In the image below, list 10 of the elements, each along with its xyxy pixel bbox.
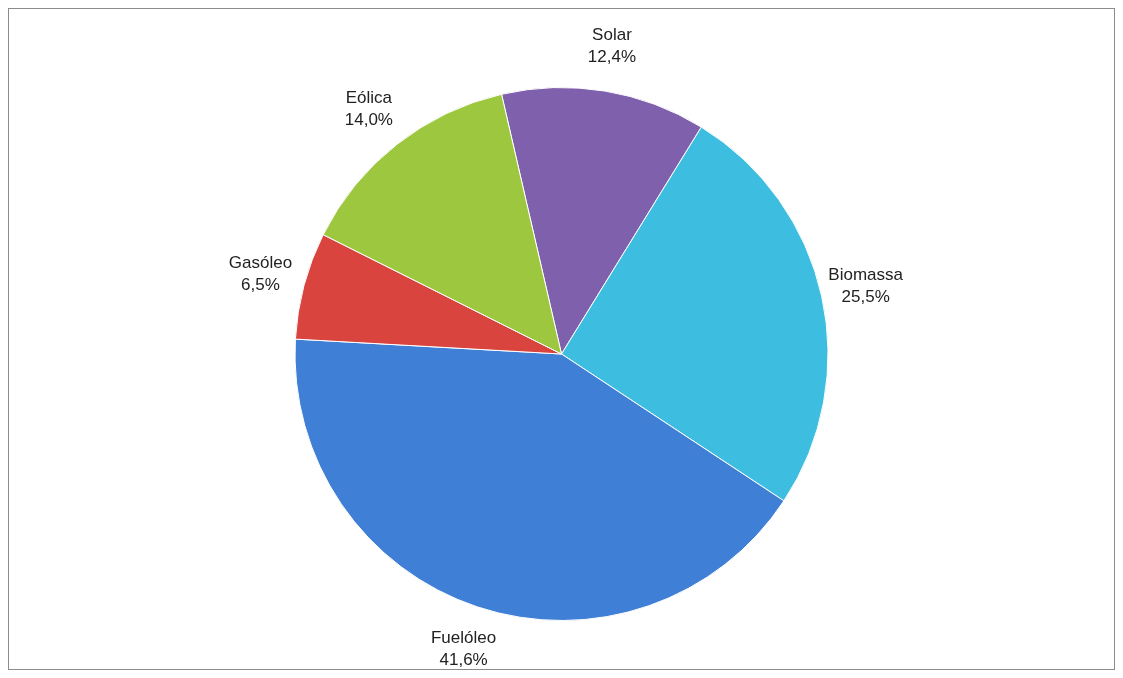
slice-label: Solar: [592, 25, 633, 45]
data-label: 25,5%: [841, 287, 890, 307]
slice-label: Biomassa: [828, 265, 904, 285]
data-label: 14,0%: [344, 109, 393, 129]
slice-label: Gasóleo: [228, 252, 293, 272]
slice-label: Fuelóleo: [430, 628, 497, 648]
data-label: 12,4%: [587, 47, 637, 67]
data-label: 41,6%: [439, 650, 488, 670]
slice-label: Eólica: [345, 87, 393, 107]
data-label: 6,5%: [241, 274, 280, 294]
